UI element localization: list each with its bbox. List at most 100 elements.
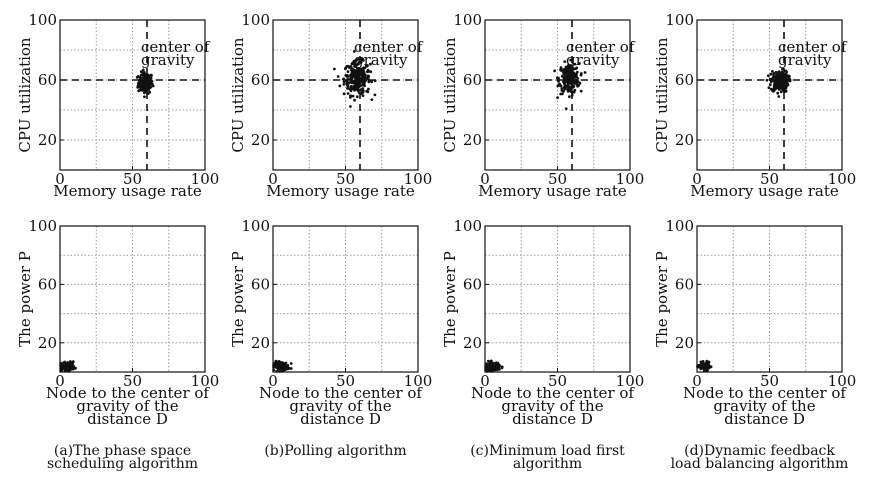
- data-point: [71, 366, 74, 370]
- data-point: [562, 86, 566, 89]
- data-point: [568, 77, 572, 80]
- data-point: [342, 92, 346, 96]
- y-tick-label: 60: [463, 275, 482, 293]
- data-point: [352, 86, 356, 90]
- y-tick-label: 60: [251, 275, 270, 293]
- subplot-a-bottom: 0 50 100 20 60 100 The power P Node to the cent…: [16, 217, 219, 428]
- data-point: [144, 90, 148, 94]
- data-point: [352, 50, 356, 53]
- data-point: [148, 80, 152, 84]
- data-point: [143, 88, 147, 91]
- data-point: [138, 88, 142, 92]
- data-point: [69, 362, 72, 366]
- y-tick-label: 20: [251, 131, 270, 149]
- data-point: [352, 68, 356, 72]
- data-point: [777, 83, 781, 86]
- y-axis-label: CPU utilization: [229, 37, 247, 152]
- subplot-caption: scheduling algorithm: [47, 456, 198, 472]
- data-point: [772, 85, 776, 88]
- data-point: [775, 84, 778, 88]
- data-point: [765, 78, 769, 82]
- data-point: [370, 80, 374, 84]
- data-point: [366, 70, 369, 74]
- x-tick-label: 100: [404, 170, 433, 188]
- data-point: [354, 78, 358, 82]
- scatter-points: [553, 58, 587, 111]
- data-point: [373, 93, 377, 97]
- x-tick-label: 0: [268, 170, 278, 188]
- data-point: [66, 361, 70, 364]
- x-tick-label: 100: [404, 372, 433, 390]
- data-point: [786, 83, 790, 87]
- data-point: [277, 366, 281, 370]
- data-point: [357, 67, 360, 71]
- data-point: [576, 77, 580, 80]
- subplot-d-bottom: 0 50 100 20 60 100 The power P Node to the cent…: [653, 217, 856, 428]
- subplot-b-bottom: 0 50 100 20 60 100 The power P Node to the cent…: [229, 217, 432, 428]
- data-point: [350, 62, 354, 66]
- data-point: [349, 105, 352, 108]
- data-point: [351, 94, 355, 98]
- data-point: [703, 369, 707, 372]
- data-point: [141, 76, 145, 79]
- x-tick-label: 50: [123, 170, 142, 188]
- y-tick-label: 20: [675, 131, 694, 149]
- x-axis-label: Node to the center of: [683, 384, 847, 402]
- x-axis-label: distance D: [512, 410, 593, 428]
- y-tick-label: 100: [28, 11, 57, 29]
- annotation-center-of-gravity: center of: [354, 38, 424, 56]
- x-axis-label: distance D: [87, 410, 168, 428]
- data-point: [349, 85, 353, 89]
- data-point: [771, 70, 774, 73]
- x-tick-label: 0: [692, 170, 702, 188]
- data-point: [280, 364, 284, 368]
- annotation-center-of-gravity: gravity: [141, 51, 195, 69]
- data-point: [560, 87, 564, 90]
- data-point: [363, 66, 367, 70]
- data-point: [565, 67, 569, 71]
- data-point: [353, 88, 356, 92]
- y-axis-label: CPU utilization: [441, 37, 459, 152]
- data-point: [570, 85, 574, 89]
- data-point: [342, 83, 346, 86]
- data-point: [485, 365, 489, 368]
- data-point: [357, 61, 361, 64]
- data-point: [342, 77, 345, 81]
- annotation-center-of-gravity: center of: [566, 38, 636, 56]
- y-axis-label: The power P: [229, 251, 247, 347]
- y-tick-label: 60: [675, 275, 694, 293]
- x-tick-label: 100: [828, 372, 857, 390]
- data-point: [361, 74, 365, 78]
- data-point: [355, 73, 359, 77]
- data-point: [490, 361, 494, 365]
- data-point: [570, 81, 573, 85]
- data-point: [135, 76, 139, 79]
- data-point: [284, 361, 288, 365]
- data-point: [139, 86, 142, 89]
- data-point: [773, 82, 776, 86]
- data-point: [66, 363, 70, 367]
- data-point: [772, 72, 776, 75]
- data-point: [361, 90, 365, 94]
- data-point: [139, 70, 143, 73]
- scatter-points: [333, 50, 377, 108]
- data-point: [577, 84, 581, 87]
- data-point: [362, 70, 366, 74]
- data-point: [787, 74, 791, 78]
- data-point: [361, 80, 365, 83]
- x-tick-label: 50: [336, 372, 355, 390]
- data-point: [352, 59, 356, 63]
- data-point: [146, 92, 150, 95]
- data-point: [767, 86, 771, 90]
- data-point: [784, 89, 788, 93]
- data-point: [564, 74, 568, 78]
- data-point: [701, 360, 705, 363]
- data-point: [355, 95, 359, 99]
- data-point: [775, 73, 779, 77]
- data-point: [356, 70, 360, 74]
- data-point: [73, 366, 77, 370]
- data-point: [780, 84, 784, 88]
- x-axis-label: gravity of the: [76, 397, 178, 415]
- data-point: [361, 59, 365, 62]
